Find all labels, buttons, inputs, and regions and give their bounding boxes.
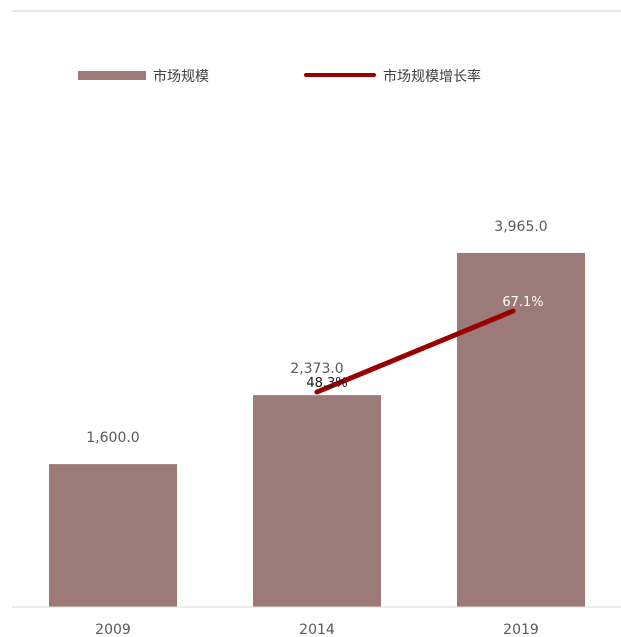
- legend: 市场规模 市场规模增长率: [78, 68, 481, 85]
- legend-bar-swatch: [78, 71, 146, 80]
- rate-value-labels: 48.3% 67.1%: [306, 295, 543, 391]
- x-tick-labels: 2009 2014 2019: [95, 622, 539, 637]
- bar-value-label-2019: 3,965.0: [494, 219, 547, 235]
- bar-value-label-2009: 1,600.0: [86, 430, 139, 446]
- x-tick-label-2019: 2019: [503, 622, 539, 637]
- bar-2019: [457, 253, 585, 607]
- bar-2009: [49, 464, 177, 607]
- rate-value-label-2019: 67.1%: [502, 295, 543, 310]
- bar-series: [49, 253, 585, 607]
- legend-label-line: 市场规模增长率: [383, 68, 481, 85]
- legend-label-bar: 市场规模: [153, 68, 209, 85]
- bar-value-labels: 1,600.0 2,373.0 3,965.0: [86, 219, 547, 446]
- bar-2014: [253, 395, 381, 607]
- rate-value-label-2014: 48.3%: [306, 376, 347, 391]
- x-tick-label-2014: 2014: [299, 622, 335, 637]
- x-tick-label-2009: 2009: [95, 622, 131, 637]
- bar-value-label-2014: 2,373.0: [290, 361, 343, 377]
- rate-line: [314, 308, 516, 395]
- rate-line-series: [314, 308, 516, 395]
